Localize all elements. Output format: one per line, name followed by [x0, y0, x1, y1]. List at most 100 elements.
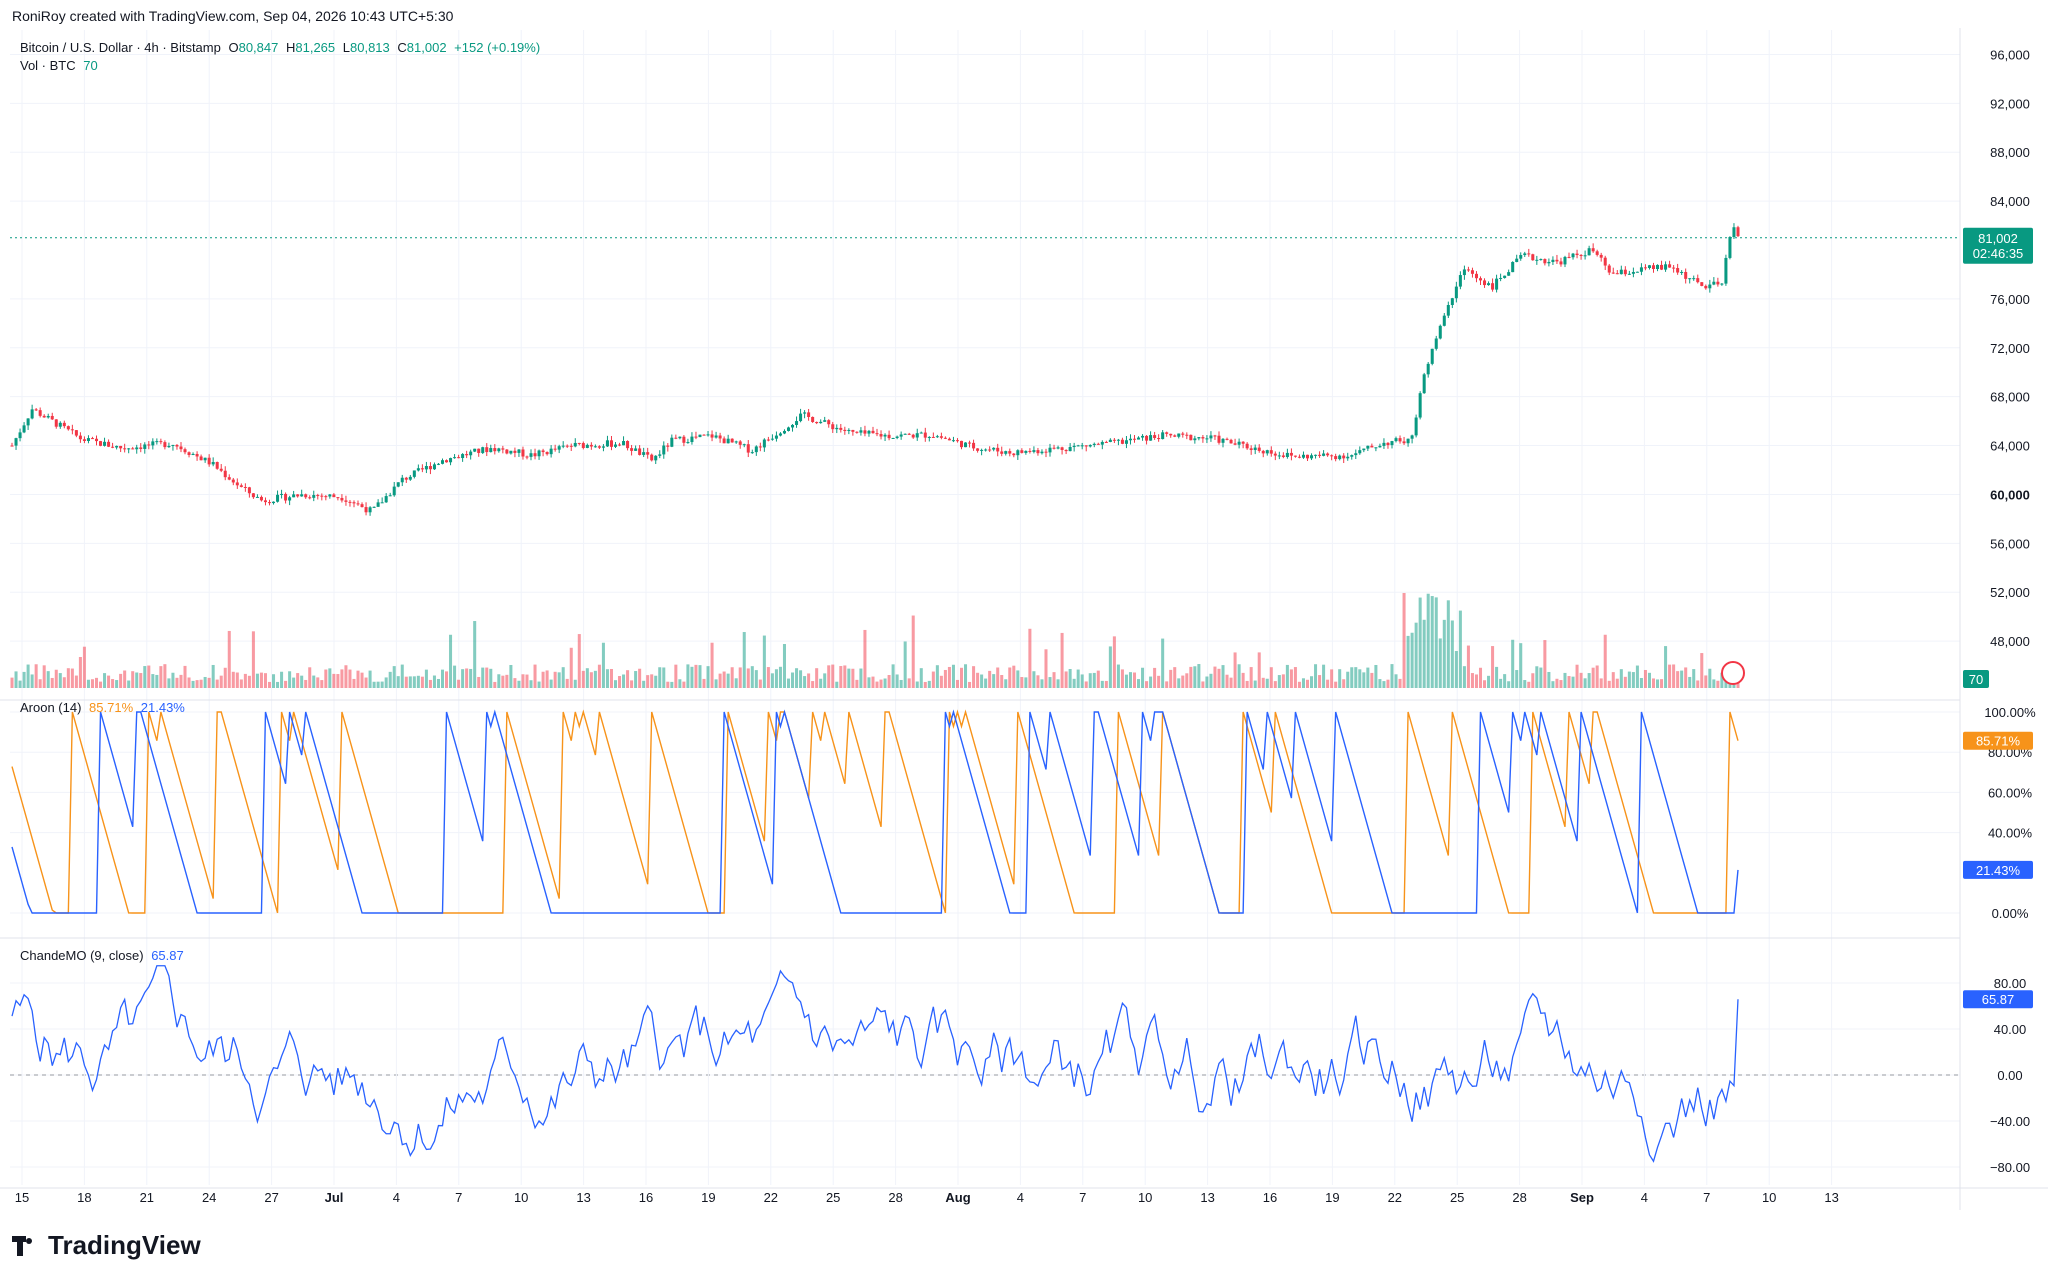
volume-bar — [58, 673, 62, 688]
candle-body — [272, 501, 276, 504]
high-label: H — [285, 40, 296, 55]
volume-bar — [1676, 671, 1680, 688]
candle-body — [384, 496, 388, 503]
candle-body — [1141, 435, 1145, 438]
volume-bar — [1310, 676, 1314, 688]
volume-bar — [1611, 672, 1615, 688]
volume-bar — [1116, 664, 1120, 688]
main-legend[interactable]: Bitcoin / U.S. Dollar · 4h · Bitstamp O8… — [20, 40, 544, 55]
volume-bar — [340, 669, 344, 688]
candle-body — [577, 442, 581, 444]
candle-body — [831, 424, 835, 430]
candle-body — [714, 435, 718, 438]
volume-bar — [46, 671, 50, 688]
candle-body — [581, 443, 585, 448]
volume-bar — [1474, 674, 1478, 688]
candle-body — [1108, 439, 1112, 442]
candle-body — [1394, 438, 1398, 442]
volume-bar — [1281, 674, 1285, 688]
candle-body — [943, 437, 947, 439]
candle-body — [1446, 305, 1450, 316]
candle-body — [951, 440, 955, 442]
time-tick-label: 7 — [455, 1190, 462, 1205]
volume-bar — [247, 675, 251, 688]
aroon-tick-label: 60.00% — [1988, 785, 2033, 800]
volume-bar — [211, 664, 215, 688]
volume-bar — [509, 664, 513, 688]
volume-bar — [791, 672, 795, 688]
volume-bar — [1390, 664, 1394, 688]
volume-bar — [762, 635, 766, 688]
time-tick-label: 13 — [576, 1190, 590, 1205]
volume-bar — [187, 677, 191, 688]
volume-bar — [1305, 679, 1310, 688]
volume-bar — [1032, 671, 1036, 688]
volume-bar — [1543, 640, 1547, 688]
cmo-legend[interactable]: ChandeMO (9, close) 65.87 — [20, 948, 188, 963]
candle-body — [42, 415, 46, 418]
candle-body — [199, 456, 203, 461]
volume-bar — [931, 671, 935, 688]
candle-body — [1635, 271, 1639, 273]
candle-body — [320, 495, 324, 497]
volume-bar — [871, 676, 875, 688]
candle-body — [1487, 283, 1491, 286]
candle-body — [1374, 447, 1378, 449]
candle-body — [99, 441, 103, 446]
candle-body — [722, 438, 726, 444]
volume-bar — [867, 677, 871, 688]
volume-bar — [545, 670, 549, 688]
volume-bar — [276, 681, 280, 688]
candle-body — [895, 436, 899, 438]
aroon-legend[interactable]: Aroon (14) 85.71% 21.43% — [20, 700, 189, 715]
candle-body — [396, 482, 400, 487]
volume-bar — [1137, 679, 1141, 688]
time-tick-label: 10 — [1138, 1190, 1152, 1205]
candle-body — [879, 434, 883, 437]
candle-body — [501, 448, 505, 450]
time-tick-label: 15 — [15, 1190, 29, 1205]
volume-bar — [1064, 671, 1068, 688]
volume-bar — [646, 675, 650, 688]
volume-bar — [155, 674, 159, 688]
volume-bar — [726, 673, 730, 688]
candle-body — [66, 426, 70, 430]
volume-legend[interactable]: Vol · BTC 70 — [20, 58, 102, 73]
price-tick-label: 76,000 — [1990, 292, 2030, 307]
volume-bar — [1559, 680, 1563, 688]
candle-body — [803, 412, 807, 414]
candle-body — [453, 457, 457, 459]
volume-bar — [1297, 681, 1301, 688]
candle-body — [782, 430, 786, 434]
candle-body — [1205, 438, 1209, 440]
volume-bar — [678, 679, 682, 688]
candle-body — [601, 446, 605, 448]
volume-bar — [698, 665, 702, 688]
volume-bar — [18, 680, 22, 688]
volume-bar — [722, 671, 726, 688]
candle-body — [1314, 454, 1318, 456]
tradingview-logo[interactable]: TradingView — [12, 1230, 201, 1261]
volume-bar — [384, 677, 388, 688]
candle-body — [1301, 454, 1305, 458]
aroon-up-value: 85.71% — [89, 700, 134, 715]
candle-body — [183, 449, 187, 453]
candle-body — [935, 436, 939, 438]
candle-body — [364, 507, 368, 513]
volume-bar — [388, 671, 392, 688]
low-label: L — [342, 40, 350, 55]
volume-bar — [392, 666, 396, 688]
candle-body — [1470, 270, 1474, 274]
volume-bar — [1495, 666, 1499, 688]
candle-body — [674, 437, 678, 439]
candle-body — [1478, 278, 1483, 281]
volume-bar — [738, 667, 742, 688]
volume-bar — [352, 678, 356, 688]
volume-bar — [1000, 675, 1004, 688]
candle-body — [30, 409, 34, 419]
candle-body — [191, 453, 195, 455]
volume-bar — [622, 674, 626, 688]
volume-bar — [943, 669, 947, 688]
candle-body — [807, 412, 811, 417]
